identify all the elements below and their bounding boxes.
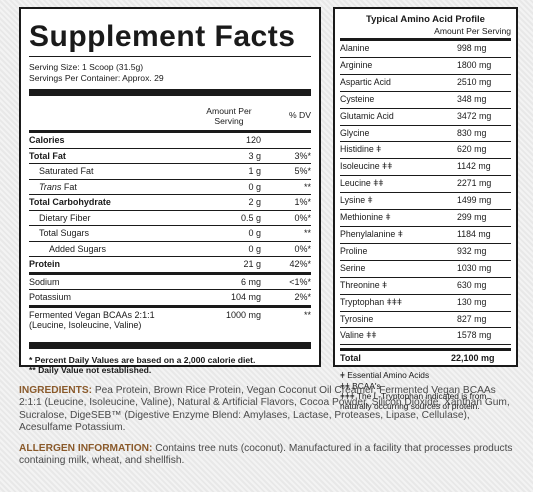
note-bcaa: ǂǂ BCAA's: [340, 380, 381, 391]
amino-row: Aspartic Acid 2510 mg: [340, 75, 511, 92]
facts-row-total-carbohydrate: Total Carbohydrate 2 g 1%*: [29, 194, 311, 210]
facts-footnotes: * Percent Daily Values are based on a 2,…: [29, 341, 311, 376]
allergen-label: ALLERGEN INFORMATION:: [19, 443, 153, 454]
amino-profile-subtitle: Amount Per Serving: [340, 26, 511, 41]
note-tryptophan-line1: ǂǂǂ The L-Tryptophan indicated is from: [340, 390, 487, 401]
ingredients-text: INGREDIENTS: Pea Protein, Brown Rice Pro…: [19, 385, 519, 435]
facts-row-protein: Protein 21 g 42%*: [29, 256, 311, 272]
amino-rows: Alanine 998 mg Arginine 1800 mg Aspartic A…: [340, 41, 511, 346]
amino-acid-profile-panel: Typical Amino Acid Profile Amount Per Se…: [333, 7, 518, 411]
amino-row: Arginine 1800 mg: [340, 58, 511, 75]
facts-row-sodium: Sodium 6 mg <1%*: [29, 271, 311, 290]
footnote-dv-not-established: ** Daily Value not established.: [29, 365, 152, 375]
amino-row: Tryptophan ǂǂǂ 130 mg: [340, 295, 511, 312]
amino-profile-title: Typical Amino Acid Profile: [366, 14, 485, 25]
facts-row-saturated-fat: Saturated Fat 1 g 5%*: [29, 163, 311, 179]
amino-row: Threonine ǂ 630 mg: [340, 278, 511, 295]
amino-row: Proline 932 mg: [340, 244, 511, 261]
facts-row-total-sugars: Total Sugars 0 g **: [29, 225, 311, 241]
serving-info: Serving Size: 1 Scoop (31.5g) Servings P…: [29, 62, 311, 84]
amino-total-row: Total 22,100 mg: [340, 348, 511, 368]
facts-row-dietary-fiber: Dietary Fiber 0.5 g 0%*: [29, 209, 311, 226]
amino-row: Histidine ǂ 620 mg: [340, 142, 511, 160]
facts-row-bcaas: Fermented Vegan BCAAs 2:1:1 (Leucine, Is…: [29, 304, 311, 333]
facts-row-trans-fat: Trans Fat 0 g **: [29, 178, 311, 195]
amino-row: Serine 1030 mg: [340, 261, 511, 278]
amino-row: Tyrosine 827 mg: [340, 312, 511, 329]
amount-per-serving-header: Amount Per Serving: [206, 106, 252, 126]
supplement-facts-title: Supplement Facts: [29, 20, 296, 53]
facts-row-total-fat: Total Fat 3 g 3%*: [29, 147, 311, 164]
amino-row: Alanine 998 mg: [340, 41, 511, 58]
facts-header: Amount Per Serving % DV: [29, 96, 311, 130]
amino-row: Glutamic Acid 3472 mg: [340, 109, 511, 126]
servings-per-container: Servings Per Container: Approx. 29: [29, 73, 164, 83]
amino-row: Lysine ǂ 1499 mg: [340, 193, 511, 211]
amino-row: Leucine ǂǂ 2271 mg: [340, 176, 511, 194]
allergen-info: Contains tree nuts (coconut). Manufactur…: [19, 443, 513, 467]
facts-row-calories: Calories 120: [29, 130, 311, 148]
note-essential: ǂ Essential Amino Acids: [340, 370, 430, 381]
amino-row: Phenylalanine ǂ 1184 mg: [340, 227, 511, 244]
allergen-text: ALLERGEN INFORMATION: Contains tree nuts…: [19, 443, 519, 468]
amino-notes: ǂ Essential Amino Acids ǂǂ BCAA's ǂǂǂ Th…: [340, 370, 511, 411]
facts-row-added-sugars: Added Sugars 0 g 0%*: [29, 240, 311, 257]
ingredients-label: INGREDIENTS:: [19, 385, 93, 396]
amino-row: Cysteine 348 mg: [340, 92, 511, 109]
footnote-dv-basis: * Percent Daily Values are based on a 2,…: [29, 354, 256, 365]
supplement-facts-panel: Supplement Facts Serving Size: 1 Scoop (…: [19, 7, 321, 375]
amino-row: Glycine 830 mg: [340, 126, 511, 143]
ingredients-list: Pea Protein, Brown Rice Protein, Vegan C…: [19, 385, 510, 434]
serving-size: Serving Size: 1 Scoop (31.5g): [29, 62, 144, 72]
amino-row: Valine ǂǂ 1578 mg: [340, 328, 511, 346]
note-tryptophan-line2: naturally occurring sources of protein.: [340, 401, 480, 412]
dv-header: % DV: [289, 110, 311, 120]
amino-row: Methionine ǂ 299 mg: [340, 210, 511, 227]
facts-row-potassium: Potassium 104 mg 2%*: [29, 289, 311, 305]
amino-row: Isoleucine ǂǂ 1142 mg: [340, 159, 511, 177]
